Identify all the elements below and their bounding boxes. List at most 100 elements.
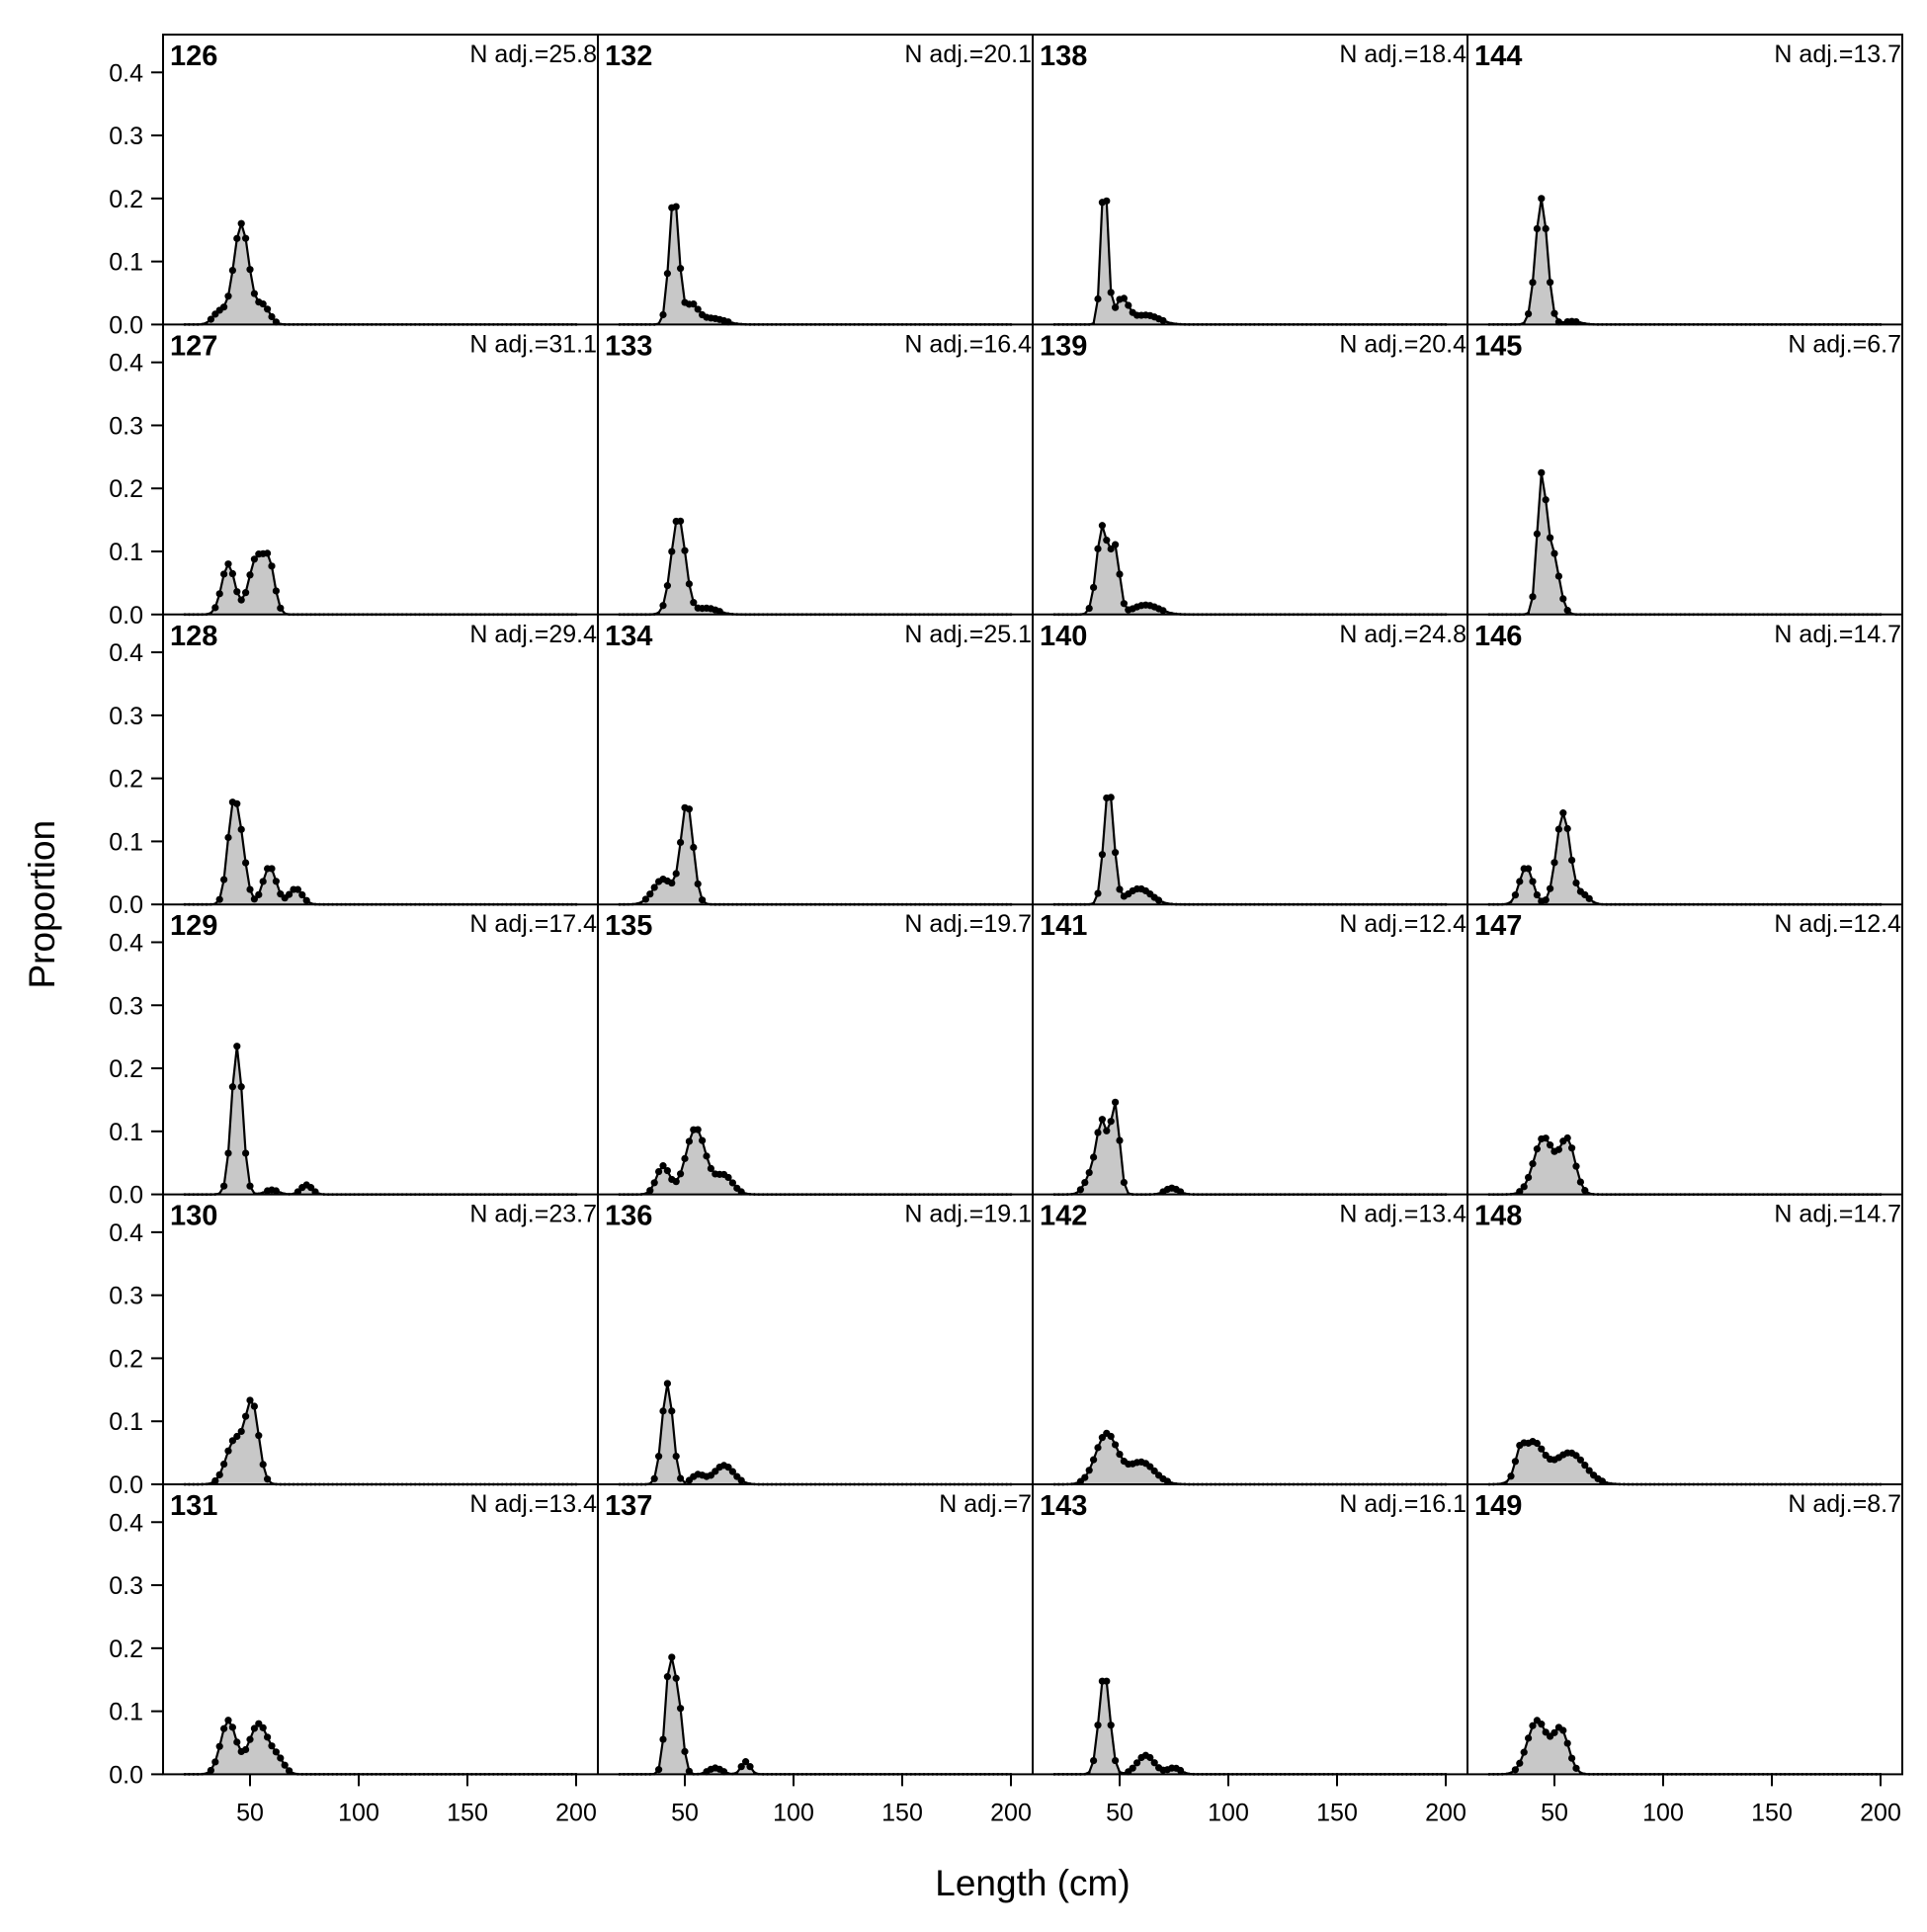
data-point (1511, 891, 1519, 899)
panel-127: 127 N adj.=31.1 (170, 330, 597, 617)
data-point (237, 1427, 245, 1436)
y-tick-label: 0.2 (109, 1636, 143, 1663)
nadj-label: N adj.=16.1 (1339, 1490, 1466, 1518)
nadj-label: N adj.=6.7 (1788, 330, 1901, 358)
series-area (1489, 472, 1881, 615)
data-point (246, 1182, 254, 1190)
data-point (1550, 309, 1558, 317)
data-point (1112, 1098, 1120, 1106)
series-area (1489, 1441, 1881, 1484)
data-point (639, 900, 643, 904)
panel-id-label: 126 (170, 41, 217, 72)
data-point (1094, 1444, 1102, 1452)
y-tick-label: 0.0 (109, 1182, 143, 1210)
data-point (1166, 320, 1169, 324)
data-point (272, 878, 280, 885)
panel-id-label: 130 (170, 1201, 217, 1232)
data-point (268, 1742, 276, 1750)
series-area (1489, 812, 1881, 905)
panel-135: 135 N adj.=19.7 (605, 910, 1032, 1196)
y-tick-label: 0.2 (109, 1345, 143, 1373)
y-tick-label: 0.4 (109, 350, 143, 378)
panel-126: 126 N adj.=25.8 (170, 41, 597, 326)
data-point (220, 1182, 228, 1190)
data-point (1547, 279, 1554, 287)
data-point (215, 1742, 223, 1750)
data-point (1572, 1764, 1580, 1772)
panel-id-label: 132 (605, 41, 652, 72)
data-point (264, 1733, 272, 1741)
data-point (724, 1173, 732, 1182)
data-point (1090, 1456, 1098, 1464)
nadj-label: N adj.=20.4 (1339, 330, 1466, 358)
data-point (659, 1735, 667, 1743)
data-point (1554, 572, 1562, 580)
data-point (1542, 1134, 1550, 1142)
data-point (268, 562, 276, 570)
data-point (1516, 1759, 1524, 1767)
x-tick-label: 150 (447, 1799, 488, 1826)
data-point (1516, 1188, 1524, 1196)
data-point (277, 604, 285, 612)
panel-129: 129 N adj.=17.4 (170, 910, 597, 1196)
x-tick-label: 100 (1208, 1799, 1249, 1826)
panel-id-label: 140 (1040, 621, 1087, 652)
data-point (1511, 1766, 1519, 1774)
series-area (1054, 525, 1446, 615)
data-point (1112, 849, 1120, 857)
nadj-label: N adj.=12.4 (1339, 910, 1466, 938)
series-area (185, 1399, 576, 1484)
data-point (685, 1137, 693, 1145)
series-area (620, 1130, 1011, 1195)
data-point (1568, 856, 1576, 865)
data-point (220, 1460, 228, 1469)
data-point (1559, 809, 1567, 817)
data-point (242, 1412, 250, 1420)
data-point (1568, 1144, 1576, 1152)
x-tick-label: 50 (1541, 1799, 1568, 1826)
data-point (735, 1771, 739, 1775)
data-point (228, 1723, 236, 1731)
y-tick-label: 0.1 (109, 1119, 143, 1146)
data-point (268, 312, 276, 321)
data-point (246, 266, 254, 274)
panel-143: 143 N adj.=16.1 (1040, 1490, 1466, 1776)
data-point (250, 555, 258, 563)
data-point (1085, 1467, 1093, 1474)
data-point (259, 1723, 267, 1731)
data-point (1547, 534, 1554, 542)
data-point (1116, 1451, 1124, 1459)
data-point (1155, 896, 1163, 904)
data-point (1107, 545, 1115, 553)
data-point (650, 1179, 658, 1187)
data-point (722, 611, 725, 615)
nadj-label: N adj.=16.4 (904, 330, 1032, 358)
data-point (1120, 1178, 1128, 1187)
y-tick-label: 0.2 (109, 766, 143, 794)
data-point (1538, 195, 1546, 203)
panel-id-label: 143 (1040, 1490, 1087, 1522)
data-point (286, 1767, 293, 1775)
data-point (668, 1407, 676, 1415)
x-tick-label: 150 (881, 1799, 923, 1826)
y-tick-label: 0.1 (109, 249, 143, 277)
panel-140: 140 N adj.=24.8 (1040, 621, 1466, 906)
data-point (663, 582, 671, 590)
data-point (242, 589, 250, 597)
panel-138: 138 N adj.=18.4 (1040, 41, 1466, 326)
data-point (1529, 878, 1537, 885)
data-point (1554, 825, 1562, 833)
data-point (1525, 310, 1533, 318)
panel-130: 130 N adj.=23.7 (170, 1201, 597, 1486)
data-point (1533, 890, 1541, 899)
nadj-label: N adj.=23.7 (469, 1201, 597, 1228)
data-point (1538, 1721, 1546, 1728)
data-point (677, 1170, 685, 1178)
data-point (207, 1766, 214, 1775)
y-tick-label: 0.4 (109, 929, 143, 957)
panel-id-label: 144 (1474, 41, 1522, 72)
data-point (1525, 1734, 1533, 1742)
panel-id-label: 149 (1474, 1490, 1522, 1522)
data-point (220, 1724, 228, 1732)
data-point (1094, 1129, 1102, 1136)
